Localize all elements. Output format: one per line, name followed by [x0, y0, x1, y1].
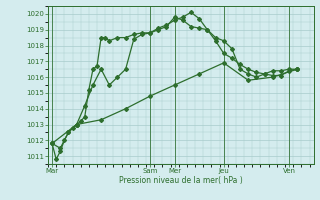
X-axis label: Pression niveau de la mer( hPa ): Pression niveau de la mer( hPa )	[119, 176, 243, 185]
